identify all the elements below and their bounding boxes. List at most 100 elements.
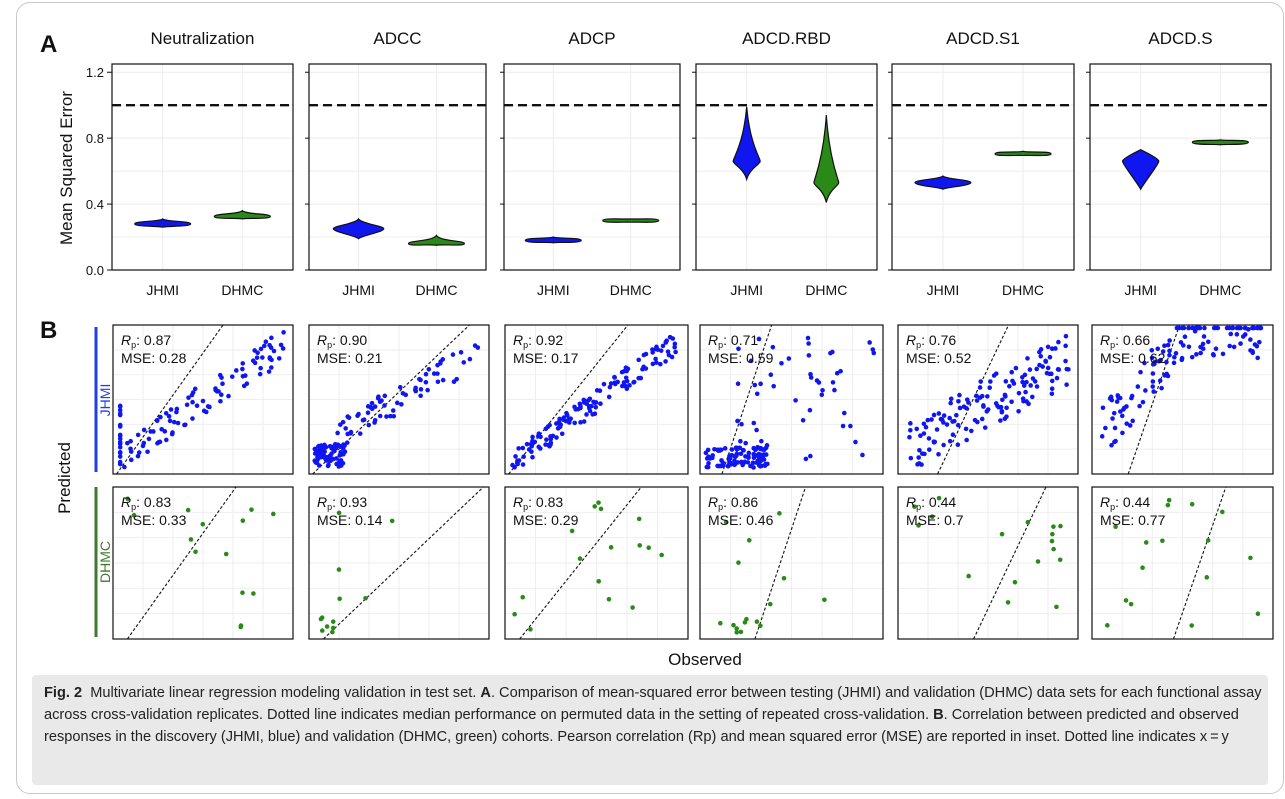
data-point — [1150, 371, 1156, 376]
data-point — [365, 410, 371, 416]
data-point — [762, 452, 767, 457]
data-point — [1103, 425, 1108, 431]
stat-rp-value: 0.83 — [144, 494, 171, 510]
data-point — [559, 431, 565, 437]
data-point — [800, 417, 806, 423]
data-point — [548, 436, 554, 442]
data-point — [740, 447, 746, 453]
data-point — [978, 379, 984, 384]
data-point — [167, 418, 173, 424]
data-point — [660, 343, 666, 349]
data-point — [1176, 325, 1182, 331]
data-point — [931, 439, 937, 444]
data-point — [418, 387, 424, 392]
x-tick-label: JHMI — [342, 282, 375, 298]
facet-title: Neutralization — [151, 29, 255, 48]
panel-b-letter: B — [40, 317, 57, 344]
x-tick-label: DHMC — [610, 282, 652, 298]
data-point — [1255, 355, 1260, 361]
data-point — [1063, 358, 1068, 364]
data-point — [1064, 382, 1069, 387]
data-point — [117, 444, 123, 450]
scatter-frame — [308, 324, 490, 475]
data-point — [1113, 524, 1118, 530]
data-point — [808, 372, 813, 377]
data-point — [1201, 334, 1207, 339]
data-point — [561, 415, 567, 420]
y-tick-label: 0.4 — [86, 197, 104, 212]
violin-dhmc — [407, 234, 466, 246]
scatter-frame — [504, 324, 689, 475]
data-point — [950, 419, 955, 424]
data-point — [510, 462, 515, 468]
data-point — [1160, 349, 1166, 354]
stat-rp: Rp: 0.90 — [317, 332, 367, 350]
data-point — [916, 455, 921, 460]
stat-rp-value: 0.87 — [144, 332, 171, 348]
data-point — [1049, 538, 1055, 544]
data-point — [596, 500, 601, 505]
data-point — [735, 381, 741, 387]
data-point — [917, 447, 922, 453]
data-point — [654, 360, 659, 365]
data-point — [1234, 332, 1240, 337]
data-point — [240, 590, 245, 595]
identity-dotted-line — [1172, 486, 1227, 640]
data-point — [740, 462, 745, 468]
data-point — [999, 531, 1005, 537]
identity-dotted-line — [937, 324, 1010, 475]
data-point — [240, 518, 246, 523]
stat-mse: MSE: 0.7 — [906, 512, 964, 528]
caption-box — [32, 675, 1268, 785]
data-point — [957, 405, 963, 411]
stat-mse-value: 0.62 — [1138, 350, 1165, 366]
data-point — [743, 440, 748, 446]
data-point — [1119, 413, 1125, 419]
scatter-frame — [308, 486, 490, 640]
data-point — [752, 382, 758, 388]
data-point — [659, 552, 664, 558]
x-tick-label: DHMC — [805, 282, 847, 298]
data-point — [276, 356, 282, 361]
data-point — [1130, 418, 1135, 424]
data-point — [982, 425, 988, 430]
data-point — [1063, 343, 1068, 349]
data-point — [793, 398, 798, 403]
data-point — [357, 431, 363, 436]
data-point — [598, 401, 603, 406]
data-point — [658, 361, 663, 367]
data-point — [948, 396, 954, 402]
data-point — [1159, 385, 1164, 391]
data-point — [440, 357, 446, 362]
data-point — [981, 404, 986, 409]
data-point — [759, 438, 764, 444]
data-point — [768, 372, 774, 378]
data-point — [526, 447, 532, 452]
data-point — [312, 446, 318, 452]
violin-dhmc — [813, 115, 840, 203]
x-tick-label: JHMI — [927, 282, 960, 298]
data-point — [388, 413, 393, 419]
data-point — [860, 452, 865, 458]
data-point — [606, 596, 612, 602]
stat-mse: MSE: 0.62 — [1100, 350, 1166, 366]
data-point — [201, 408, 207, 414]
stat-mse: MSE: 0.33 — [121, 512, 187, 528]
data-point — [925, 417, 931, 423]
stat-rp-value: 0.83 — [536, 494, 563, 510]
data-point — [672, 344, 677, 350]
data-point — [781, 575, 787, 581]
stat-mse: MSE: 0.46 — [708, 512, 774, 528]
data-point — [1198, 350, 1203, 356]
data-point — [538, 434, 543, 440]
data-point — [623, 365, 629, 370]
data-point — [950, 432, 956, 438]
data-point — [141, 440, 147, 446]
data-point — [596, 579, 602, 584]
data-point — [727, 453, 732, 459]
stat-mse-value: 0.14 — [355, 512, 382, 528]
data-point — [1044, 370, 1050, 376]
